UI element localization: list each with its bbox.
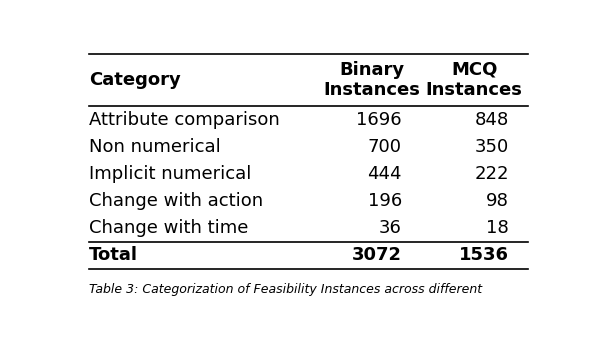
Text: 98: 98 bbox=[486, 192, 509, 210]
Text: 3072: 3072 bbox=[352, 246, 402, 264]
Text: Attribute comparison: Attribute comparison bbox=[89, 111, 280, 129]
Text: 1696: 1696 bbox=[356, 111, 402, 129]
Text: 350: 350 bbox=[475, 138, 509, 156]
Text: Implicit numerical: Implicit numerical bbox=[89, 165, 252, 183]
Text: Table 3: Categorization of Feasibility Instances across different: Table 3: Categorization of Feasibility I… bbox=[89, 283, 482, 296]
Text: 18: 18 bbox=[486, 219, 509, 237]
Text: 848: 848 bbox=[475, 111, 509, 129]
Text: Change with action: Change with action bbox=[89, 192, 263, 210]
Text: Non numerical: Non numerical bbox=[89, 138, 221, 156]
Text: Total: Total bbox=[89, 246, 138, 264]
Text: 444: 444 bbox=[367, 165, 402, 183]
Text: 1536: 1536 bbox=[459, 246, 509, 264]
Text: Category: Category bbox=[89, 71, 181, 89]
Text: 36: 36 bbox=[379, 219, 402, 237]
Text: MCQ
Instances: MCQ Instances bbox=[426, 61, 523, 100]
Text: Binary
Instances: Binary Instances bbox=[323, 61, 420, 100]
Text: 222: 222 bbox=[474, 165, 509, 183]
Text: Change with time: Change with time bbox=[89, 219, 249, 237]
Text: 700: 700 bbox=[368, 138, 402, 156]
Text: 196: 196 bbox=[368, 192, 402, 210]
